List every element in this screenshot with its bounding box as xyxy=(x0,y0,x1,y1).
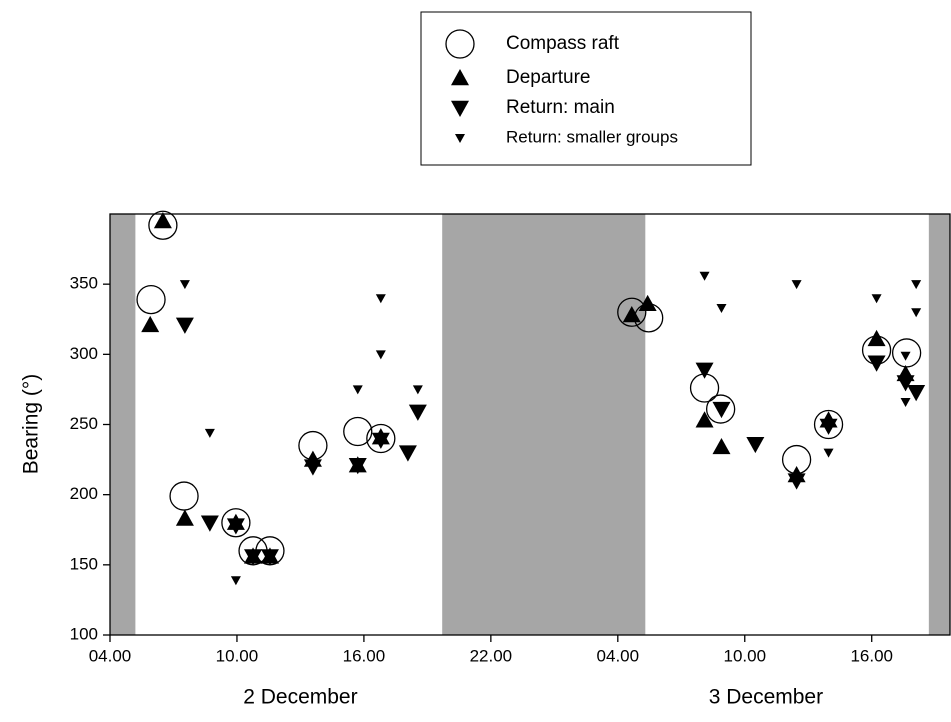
point xyxy=(712,437,731,455)
y-axis-label: Bearing (°) xyxy=(20,374,43,475)
shaded-band xyxy=(928,214,950,635)
y-tick-label: 150 xyxy=(70,554,98,573)
point xyxy=(348,457,367,475)
point xyxy=(148,210,178,240)
point xyxy=(695,362,714,379)
point xyxy=(398,445,417,462)
point xyxy=(911,308,922,318)
legend: Compass raft Departure Return: main Return:… xyxy=(445,29,678,146)
point xyxy=(871,294,882,304)
point xyxy=(179,280,190,290)
y-tick-label: 250 xyxy=(70,414,98,433)
point xyxy=(371,432,390,449)
point xyxy=(408,404,427,421)
x-tick-label: 04.00 xyxy=(89,646,132,665)
y-tick-label: 300 xyxy=(70,344,98,363)
point xyxy=(712,401,731,419)
point xyxy=(136,284,166,315)
point xyxy=(787,473,806,490)
point xyxy=(303,459,322,476)
point xyxy=(260,549,279,566)
point xyxy=(375,350,386,360)
legend-box xyxy=(420,11,752,166)
shaded-band xyxy=(442,214,646,635)
y-tick-label: 200 xyxy=(70,484,98,503)
legend-marker xyxy=(451,69,469,86)
x-tick-label: 16.00 xyxy=(850,646,893,665)
point xyxy=(375,294,386,304)
point xyxy=(705,394,736,424)
point xyxy=(813,409,844,440)
legend-marker xyxy=(445,29,475,59)
point xyxy=(366,423,396,454)
point xyxy=(791,280,802,290)
x-tick-label: 22.00 xyxy=(470,646,513,665)
point xyxy=(867,355,886,372)
legend-label: Departure xyxy=(506,67,591,88)
x-tick-label: 16.00 xyxy=(343,646,386,665)
point xyxy=(204,428,215,438)
point xyxy=(200,515,219,532)
point xyxy=(343,416,373,447)
legend-marker xyxy=(451,100,469,117)
point xyxy=(746,436,765,454)
point xyxy=(638,294,657,312)
legend-label: Compass raft xyxy=(506,33,620,54)
point xyxy=(221,508,251,538)
point xyxy=(617,297,647,327)
point xyxy=(716,304,727,314)
point xyxy=(244,549,263,566)
y-tick-label: 100 xyxy=(70,624,98,643)
point xyxy=(226,518,245,535)
point xyxy=(819,418,838,435)
point xyxy=(230,576,241,586)
point xyxy=(900,398,911,408)
point xyxy=(896,375,915,392)
x-tick-label: 10.00 xyxy=(723,646,766,665)
point xyxy=(141,315,160,333)
point xyxy=(823,448,834,458)
point xyxy=(867,329,886,347)
point xyxy=(907,385,926,402)
legend-label: Return: main xyxy=(506,97,615,118)
point xyxy=(900,351,911,361)
plot-area: 100 150 200 250 300 350 04.00 10.00 16.00 22.00 04… xyxy=(70,210,951,709)
point xyxy=(622,306,641,323)
point xyxy=(699,271,710,281)
point xyxy=(175,317,194,334)
point xyxy=(911,280,922,290)
point xyxy=(169,481,199,511)
x-group-label: 2 December xyxy=(243,686,357,709)
point xyxy=(352,385,363,395)
point xyxy=(153,212,172,229)
x-tick-label: 04.00 xyxy=(597,646,640,665)
x-tick-label: 10.00 xyxy=(216,646,259,665)
point xyxy=(695,411,714,428)
x-group-label: 3 December xyxy=(709,686,823,709)
point xyxy=(175,509,194,526)
point xyxy=(412,385,423,395)
y-tick-label: 350 xyxy=(70,274,98,293)
legend-marker xyxy=(455,134,465,143)
shaded-band xyxy=(110,214,136,635)
legend-label: Return: smaller groups xyxy=(506,127,678,146)
